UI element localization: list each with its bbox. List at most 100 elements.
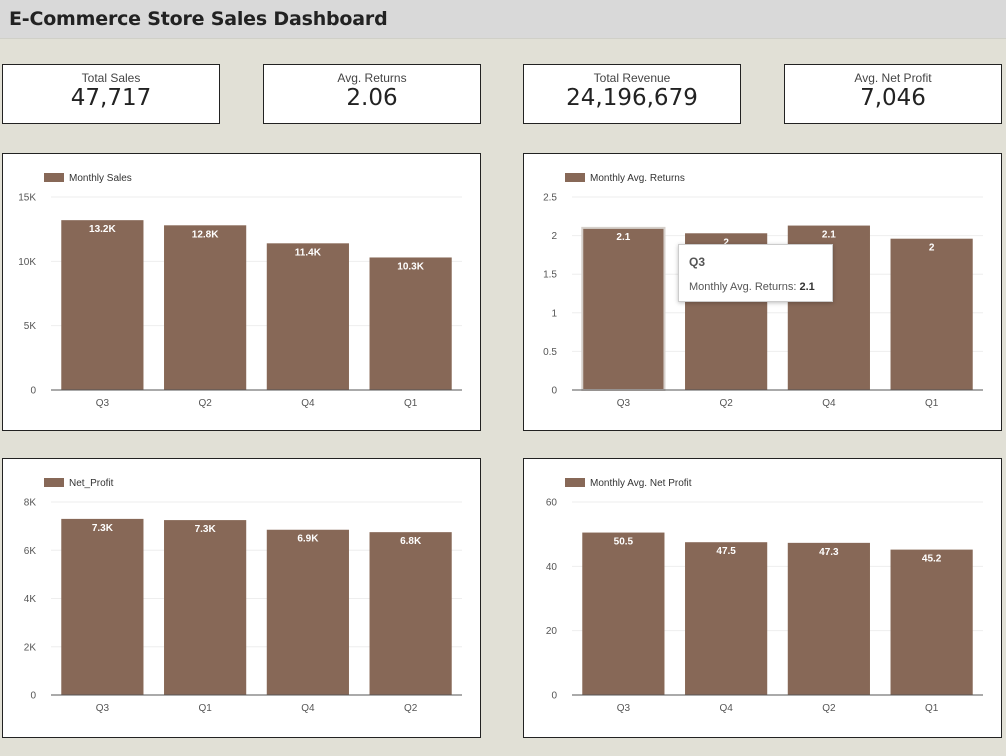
bar xyxy=(164,520,247,695)
x-tick-label: Q3 xyxy=(96,703,110,714)
x-tick-label: Q2 xyxy=(404,703,418,714)
data-label: 7.3K xyxy=(195,524,217,535)
kpi-value: 47,717 xyxy=(70,85,152,111)
kpi-label: Avg. Returns xyxy=(337,71,407,85)
legend-swatch xyxy=(565,173,585,182)
data-label: 7.3K xyxy=(92,523,114,534)
data-label: 2 xyxy=(929,243,935,254)
y-tick-label: 0 xyxy=(30,691,36,702)
kpi-total-revenue[interactable]: Total Revenue 24,196,679 xyxy=(523,64,741,124)
tooltip-line: Monthly Avg. Returns: 2.1 xyxy=(689,281,822,293)
bar xyxy=(266,243,349,390)
data-label: 11.4K xyxy=(295,247,322,258)
data-label: 10.3K xyxy=(397,261,424,272)
chart-tooltip: Q3 Monthly Avg. Returns: 2.1 xyxy=(678,244,833,302)
x-tick-label: Q2 xyxy=(719,398,733,409)
x-tick-label: Q4 xyxy=(719,703,733,714)
data-label: 2.1 xyxy=(822,230,836,241)
y-tick-label: 1 xyxy=(551,308,557,319)
y-tick-label: 6K xyxy=(24,546,37,557)
bar xyxy=(685,542,768,695)
bar-chart-monthly-sales: Monthly Sales 0 5K 10K 15K 13.2K Q3 12.8K Q2 11.4… xyxy=(18,173,462,409)
kpi-value: 24,196,679 xyxy=(566,85,698,111)
x-tick-label: Q1 xyxy=(198,703,212,714)
y-tick-label: 4K xyxy=(24,594,37,605)
kpi-value: 7,046 xyxy=(860,85,926,111)
y-tick-label: 20 xyxy=(546,626,558,637)
legend-label: Net_Profit xyxy=(69,478,114,489)
x-tick-label: Q2 xyxy=(198,398,212,409)
dashboard-header: E-Commerce Store Sales Dashboard xyxy=(0,0,1006,39)
x-tick-label: Q4 xyxy=(301,398,315,409)
legend-label: Monthly Avg. Net Profit xyxy=(590,478,692,489)
y-tick-label: 2 xyxy=(551,231,557,242)
kpi-label: Total Revenue xyxy=(593,71,671,85)
tooltip-category: Q3 xyxy=(689,255,706,269)
bar xyxy=(582,532,665,695)
data-label: 6.8K xyxy=(400,536,422,547)
bar xyxy=(890,238,973,390)
data-label: 13.2K xyxy=(89,224,116,235)
x-tick-label: Q1 xyxy=(925,398,939,409)
y-tick-label: 0 xyxy=(551,691,557,702)
x-tick-label: Q3 xyxy=(617,703,631,714)
bar-chart-net-profit: Net_Profit 0 2K 4K 6K 8K 7.3K Q3 7.3K Q1 6.9K Q4 6.8… xyxy=(24,478,462,714)
kpi-avg-net-profit[interactable]: Avg. Net Profit 7,046 xyxy=(784,64,1002,124)
kpi-label: Avg. Net Profit xyxy=(854,71,932,85)
y-tick-label: 8K xyxy=(24,498,37,509)
y-tick-label: 15K xyxy=(18,193,36,204)
bar xyxy=(369,532,452,695)
y-tick-label: 5K xyxy=(24,321,37,332)
bar-chart-monthly-avg-net-profit: Monthly Avg. Net Profit 0 20 40 60 50.5 Q3 47.5… xyxy=(546,478,983,714)
data-label: 47.5 xyxy=(716,546,736,557)
kpi-label: Total Sales xyxy=(81,71,141,85)
chart-panel-monthly-sales[interactable]: Monthly Sales 0 5K 10K 15K 13.2K Q3 12.8K Q2 11.4… xyxy=(2,153,481,431)
kpi-total-sales[interactable]: Total Sales 47,717 xyxy=(2,64,220,124)
chart-panel-monthly-avg-returns[interactable]: Monthly Avg. Returns 0 0.5 1 1.5 2 2.5 2.1 Q3 2 Q2… xyxy=(523,153,1002,431)
y-tick-label: 0 xyxy=(551,386,557,397)
page-title: E-Commerce Store Sales Dashboard xyxy=(9,8,388,30)
bar xyxy=(369,257,452,390)
data-label: 50.5 xyxy=(614,537,634,548)
x-tick-label: Q3 xyxy=(617,398,631,409)
chart-panel-monthly-avg-net-profit[interactable]: Monthly Avg. Net Profit 0 20 40 60 50.5 Q3 47.5… xyxy=(523,458,1002,738)
tooltip-value: 2.1 xyxy=(799,281,815,293)
data-label: 12.8K xyxy=(192,229,219,240)
data-label: 2 xyxy=(723,237,729,248)
chart-panel-net-profit[interactable]: Net_Profit 0 2K 4K 6K 8K 7.3K Q3 7.3K Q1 6.9K Q4 6.8… xyxy=(2,458,481,738)
y-tick-label: 2.5 xyxy=(543,193,557,204)
bar xyxy=(164,225,247,390)
bar xyxy=(787,542,870,695)
legend-swatch xyxy=(44,478,64,487)
legend-label: Monthly Sales xyxy=(69,173,132,184)
legend-swatch xyxy=(565,478,585,487)
x-tick-label: Q4 xyxy=(301,703,315,714)
x-tick-label: Q3 xyxy=(96,398,110,409)
bar-chart-monthly-avg-returns: Monthly Avg. Returns 0 0.5 1 1.5 2 2.5 2.1 Q3 2 Q2… xyxy=(543,173,983,409)
y-tick-label: 1.5 xyxy=(543,270,557,281)
tooltip-series: Monthly Avg. Returns: xyxy=(689,281,797,293)
y-tick-label: 60 xyxy=(546,498,558,509)
y-tick-label: 10K xyxy=(18,257,36,268)
data-label: 47.3 xyxy=(819,547,839,558)
bar xyxy=(581,226,666,391)
y-tick-label: 0.5 xyxy=(543,347,557,358)
data-label: 2.1 xyxy=(616,232,630,243)
kpi-avg-returns[interactable]: Avg. Returns 2.06 xyxy=(263,64,481,124)
kpi-value: 2.06 xyxy=(346,85,398,111)
legend-label: Monthly Avg. Returns xyxy=(590,173,685,184)
y-tick-label: 0 xyxy=(30,386,36,397)
data-label: 6.9K xyxy=(297,534,319,545)
x-tick-label: Q1 xyxy=(925,703,939,714)
bar xyxy=(61,518,144,695)
x-tick-label: Q1 xyxy=(404,398,418,409)
y-tick-label: 2K xyxy=(24,642,37,653)
x-tick-label: Q2 xyxy=(822,703,836,714)
bar xyxy=(266,529,349,695)
x-tick-label: Q4 xyxy=(822,398,836,409)
data-label: 45.2 xyxy=(922,554,942,565)
bar xyxy=(61,220,144,390)
y-tick-label: 40 xyxy=(546,562,558,573)
bar xyxy=(890,549,973,695)
footer-strip xyxy=(0,748,1006,756)
